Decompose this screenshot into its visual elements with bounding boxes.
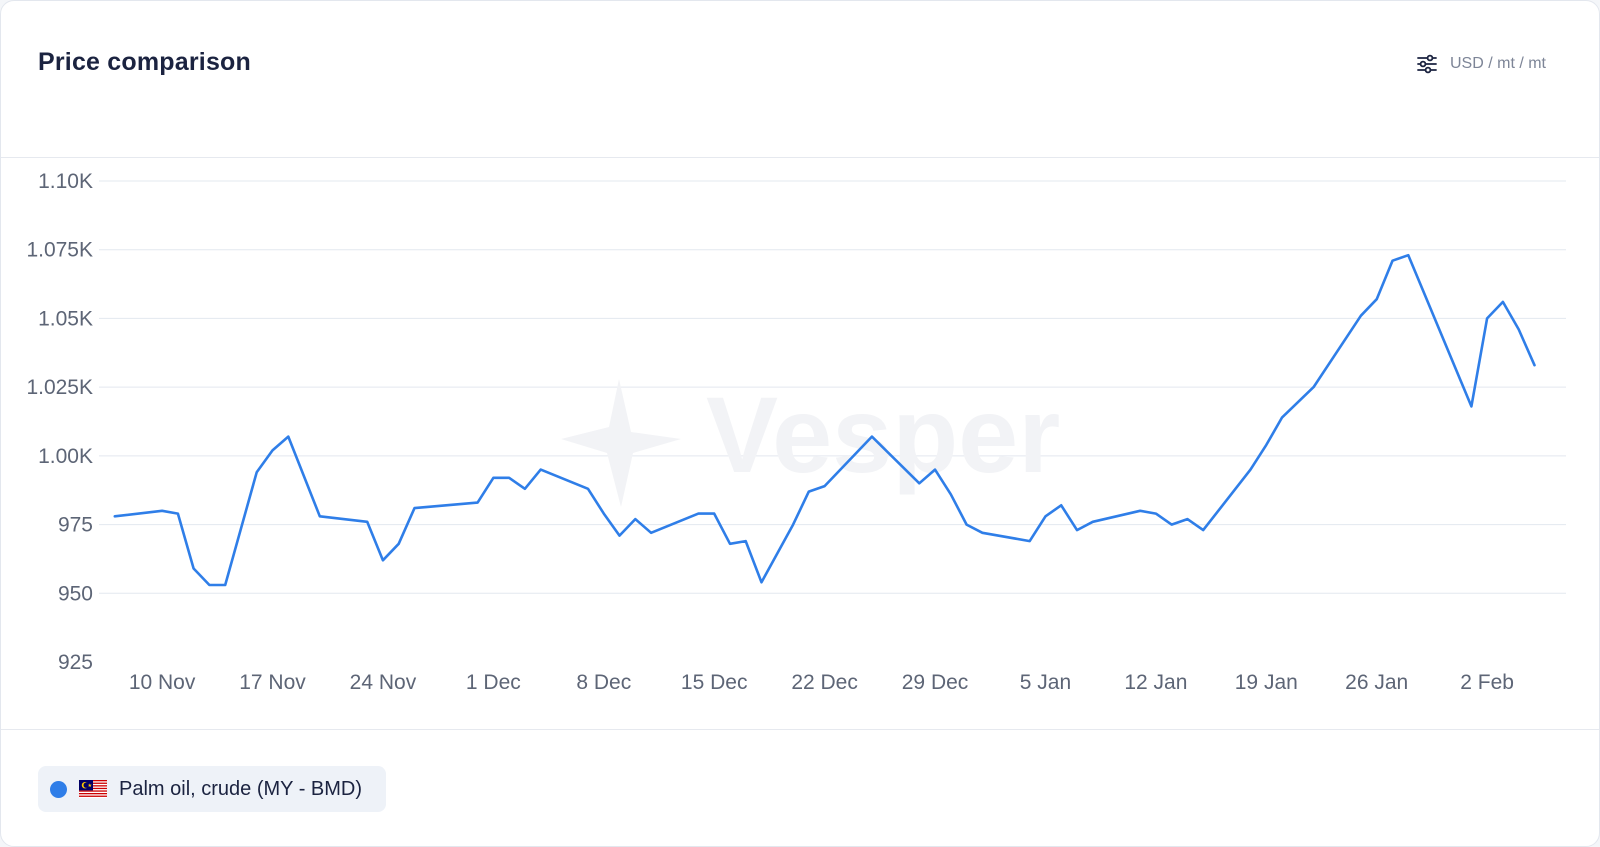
x-tick-label: 12 Jan [1124, 671, 1187, 694]
watermark: Vesper [561, 374, 1060, 507]
x-tick-label: 5 Jan [1020, 671, 1071, 694]
unit-label: USD / mt / mt [1450, 55, 1546, 72]
y-tick-label: 1.10K [38, 170, 93, 193]
x-tick-label: 24 Nov [350, 671, 417, 694]
x-tick-label: 1 Dec [466, 671, 521, 694]
x-tick-label: 2 Feb [1460, 671, 1514, 694]
x-tick-label: 29 Dec [902, 671, 969, 694]
malaysia-flag-icon [79, 780, 107, 798]
y-axis-ticks: 925 950 975 1.00K 1.025K 1.05K 1.075K 1.10K [26, 170, 93, 674]
legend-footer: Palm oil, crude (MY - BMD) [1, 729, 1599, 846]
sliders-icon [1416, 53, 1438, 75]
x-tick-label: 15 Dec [681, 671, 748, 694]
series-layer [113, 253, 1536, 587]
x-tick-label: 10 Nov [129, 671, 196, 694]
y-tick-label: 925 [58, 651, 93, 674]
y-tick-label: 975 [58, 514, 93, 537]
x-axis-ticks: 10 Nov 17 Nov 24 Nov 1 Dec 8 Dec 15 Dec 22 Dec… [129, 671, 1514, 694]
x-tick-label: 19 Jan [1235, 671, 1298, 694]
page-title: Price comparison [38, 48, 252, 76]
x-tick-label: 8 Dec [576, 671, 631, 694]
x-tick-label: 22 Dec [791, 671, 858, 694]
legend-label: Palm oil, crude (MY - BMD) [119, 777, 363, 800]
chart-area: Vesper 925 950 975 1.00K 1.025K 1.05K 1.075K 1.… [1, 157, 1599, 729]
line-chart: Vesper 925 950 975 1.00K 1.025K 1.05K 1.075K 1.… [26, 170, 1566, 694]
watermark-text: Vesper [706, 374, 1060, 495]
y-tick-label: 1.075K [26, 239, 93, 262]
grid-lines [99, 180, 1566, 594]
card-header: Price comparison USD / mt / mt [1, 1, 1599, 158]
y-tick-label: 1.00K [38, 445, 93, 468]
vesper-star-icon [561, 379, 681, 507]
legend-color-dot [50, 780, 67, 798]
unit-settings-button[interactable]: USD / mt / mt [1416, 53, 1546, 75]
y-tick-label: 1.025K [26, 376, 93, 399]
y-tick-label: 1.05K [38, 307, 93, 330]
x-tick-label: 26 Jan [1345, 671, 1408, 694]
series-line-palm-oil[interactable] [113, 253, 1536, 587]
legend-item-palm-oil[interactable]: Palm oil, crude (MY - BMD) [38, 766, 387, 812]
x-tick-label: 17 Nov [239, 671, 306, 694]
y-tick-label: 950 [58, 582, 93, 605]
